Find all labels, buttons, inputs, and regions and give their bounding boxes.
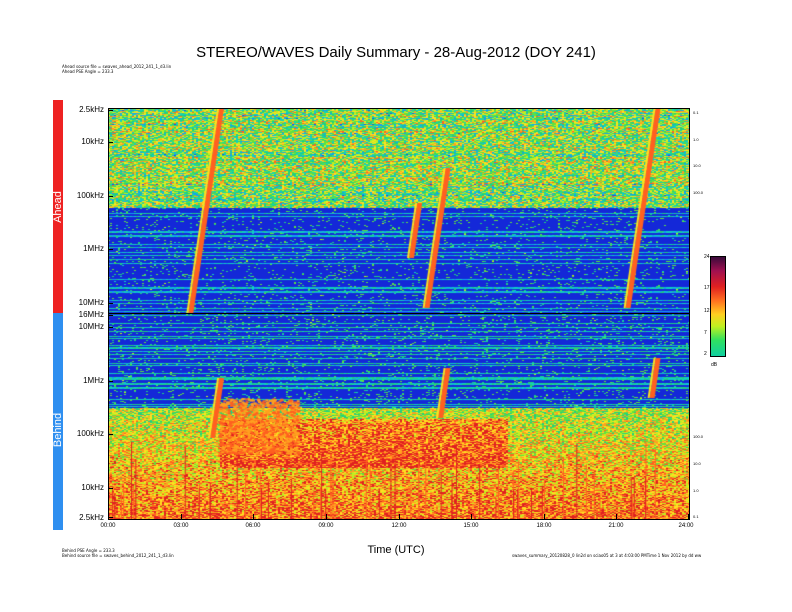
xtick-mark — [253, 514, 254, 519]
ahead-ytick-2-5khz: 2.5kHz — [79, 105, 104, 114]
footer-credit: swaves_summary_20120828_0 lin2d on sciao… — [512, 553, 702, 558]
x-axis-title: Time (UTC) — [367, 544, 425, 556]
ahead-right-tick-100-0: 100.0 — [693, 190, 704, 195]
xtick-mark — [326, 514, 327, 519]
xtick-mark — [471, 514, 472, 519]
ytick-mark — [108, 488, 113, 489]
ytick-mark — [108, 315, 113, 316]
behind-source-note: Behind source file = swaves_behind_2012_… — [62, 553, 174, 558]
ahead-pse-note: Ahead PSE Angle = 233.3 — [62, 69, 114, 74]
colorbar-tick-24: 24 — [704, 254, 710, 260]
xtick-06-00: 06:00 — [245, 523, 261, 529]
xtick-15-00: 15:00 — [463, 523, 479, 529]
spectrogram-frame — [108, 108, 690, 520]
behind-ytick-100khz: 100kHz — [76, 429, 104, 438]
behind-right-tick-1-0: 1.0 — [693, 488, 699, 493]
ytick-mark — [108, 517, 113, 518]
behind-right-tick-0-1: 0.1 — [693, 514, 699, 519]
ytick-mark — [108, 142, 113, 143]
ahead-ytick-10mhz: 10MHz — [78, 298, 104, 307]
panel-divider — [108, 313, 690, 314]
xtick-mark — [616, 514, 617, 519]
chart-title: STEREO/WAVES Daily Summary - 28-Aug-2012… — [196, 44, 596, 61]
colorbar — [710, 256, 726, 357]
ahead-ytick-10khz: 10kHz — [81, 137, 104, 146]
behind-right-tick-10-0: 10.0 — [693, 461, 701, 466]
spectrogram-canvas — [108, 108, 690, 520]
xtick-09-00: 09:00 — [318, 523, 334, 529]
behind-ytick-10mhz: 10MHz — [78, 322, 104, 331]
xtick-21-00: 21:00 — [608, 523, 624, 529]
xtick-00-00: 00:00 — [100, 523, 116, 529]
colorbar-tick-2: 2 — [704, 351, 707, 357]
colorbar-tick-7: 7 — [704, 330, 707, 336]
ahead-ytick-1mhz: 1MHz — [83, 244, 104, 253]
ytick-mark — [108, 327, 113, 328]
ytick-mark — [108, 434, 113, 435]
ahead-right-tick-10-0: 10.0 — [693, 163, 701, 168]
xtick-18-00: 18:00 — [536, 523, 552, 529]
xtick-mark — [399, 514, 400, 519]
xtick-mark — [181, 514, 182, 519]
behind-ytick-2-5khz: 2.5kHz — [79, 513, 104, 522]
colorbar-unit: dB — [711, 362, 718, 368]
ahead-ytick-100khz: 100kHz — [76, 191, 104, 200]
xtick-03-00: 03:00 — [173, 523, 189, 529]
xtick-mark — [544, 514, 545, 519]
behind-panel-bar — [53, 313, 63, 530]
behind-ytick-1mhz: 1MHz — [83, 376, 104, 385]
xtick-mark — [688, 514, 689, 519]
ahead-panel-bar — [53, 100, 63, 313]
colorbar-tick-12: 12 — [704, 308, 710, 314]
behind-ytick-10khz: 10kHz — [81, 483, 104, 492]
behind-pse-note: Behind PSE Angle = 233.3 — [62, 548, 115, 553]
xtick-mark — [108, 514, 109, 519]
ytick-mark — [108, 110, 113, 111]
ahead-right-tick-0-1: 0.1 — [693, 110, 699, 115]
xtick-12-00: 12:00 — [391, 523, 407, 529]
ahead-source-note: Ahead source file = swaves_ahead_2012_24… — [62, 64, 172, 69]
ytick-mark — [108, 249, 113, 250]
ytick-mark — [108, 196, 113, 197]
xtick-24-00: 24:00 — [678, 523, 694, 529]
behind-right-tick-100-0: 100.0 — [693, 434, 704, 439]
ahead-right-tick-1-0: 1.0 — [693, 137, 699, 142]
ytick-mark — [108, 303, 113, 304]
colorbar-tick-17: 17 — [704, 285, 710, 291]
ytick-mark — [108, 381, 113, 382]
behind-ytick-16mhz: 16MHz — [78, 310, 104, 319]
